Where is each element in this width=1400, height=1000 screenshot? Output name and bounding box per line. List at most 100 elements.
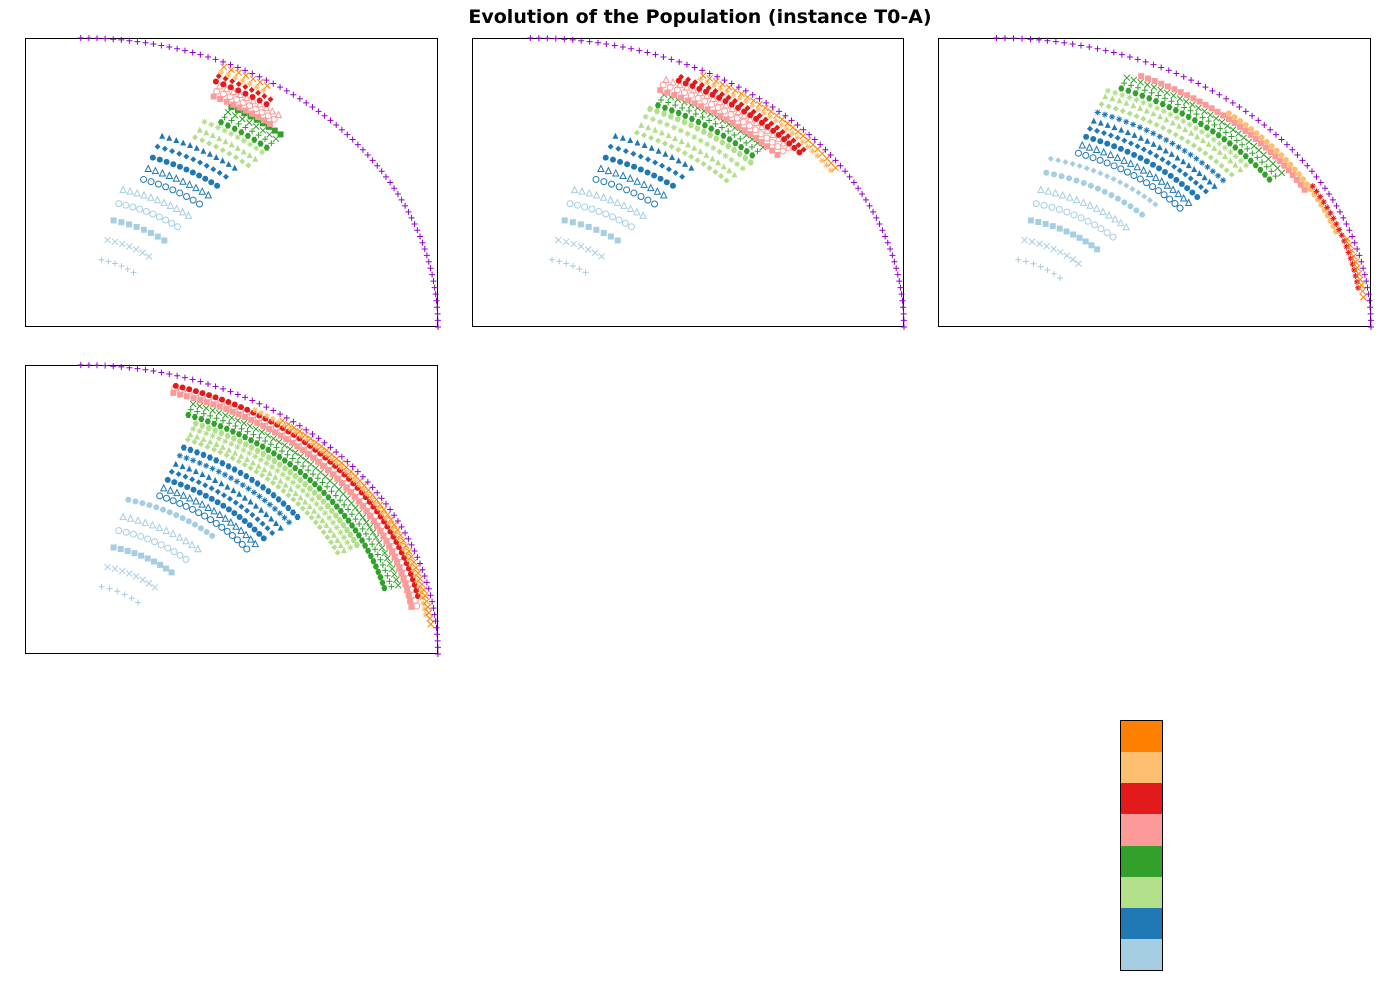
- pareto-front-point: [683, 61, 690, 68]
- population-point: [1114, 134, 1121, 141]
- population-point: [651, 172, 658, 179]
- population-point: [242, 414, 249, 421]
- population-point: [1130, 121, 1137, 128]
- population-point: [1105, 211, 1113, 219]
- population-point: [1153, 98, 1160, 105]
- pareto-front-point: [263, 404, 270, 411]
- pareto-front-point: [359, 146, 366, 153]
- population-point: [249, 93, 256, 100]
- population-point: [219, 147, 226, 154]
- population-point: [271, 505, 278, 512]
- population-point: [710, 82, 717, 89]
- population-point: [671, 124, 678, 131]
- population-point: [628, 223, 636, 231]
- population-point: [347, 544, 354, 551]
- population-point: [317, 468, 325, 476]
- population-point: [377, 556, 384, 563]
- population-point: [1048, 203, 1056, 211]
- population-point: [1051, 188, 1060, 197]
- population-point: [239, 99, 247, 107]
- population-point: [124, 265, 131, 272]
- population-point: [1043, 242, 1051, 250]
- population-point: [772, 117, 779, 124]
- population-point: [725, 128, 732, 135]
- population-point: [190, 156, 197, 163]
- population-point: [138, 552, 145, 559]
- population-point: [1105, 103, 1112, 110]
- population-point: [401, 554, 408, 561]
- population-point: [380, 533, 387, 540]
- pareto-front-point: [227, 388, 234, 395]
- population-point: [228, 117, 235, 124]
- population-point: [672, 135, 679, 142]
- pareto-front-point: [321, 112, 328, 119]
- population-point: [348, 511, 355, 518]
- population-point: [230, 487, 237, 494]
- pareto-front-point: [431, 611, 438, 618]
- population-point: [255, 99, 264, 108]
- pareto-front-point: [603, 41, 610, 48]
- population-point: [1139, 92, 1146, 99]
- population-point: [774, 134, 782, 143]
- pareto-front-point: [283, 87, 290, 94]
- population-point: [1182, 171, 1189, 178]
- population-point: [599, 193, 608, 201]
- population-point: [337, 508, 344, 515]
- population-point: [704, 141, 711, 148]
- population-point: [203, 162, 210, 169]
- population-point: [199, 422, 206, 429]
- population-point: [622, 148, 629, 155]
- pareto-front-point: [879, 227, 886, 234]
- population-point: [246, 450, 253, 457]
- population-point: [719, 91, 726, 98]
- population-point: [211, 446, 218, 453]
- pareto-front-point: [1317, 179, 1324, 186]
- population-point: [1168, 150, 1175, 157]
- population-point: [647, 183, 655, 192]
- population-point: [1044, 187, 1053, 195]
- population-point: [169, 148, 176, 155]
- population-point: [1291, 166, 1298, 173]
- population-point: [763, 134, 771, 142]
- pareto-front-point: [728, 80, 735, 87]
- population-point: [577, 221, 584, 228]
- population-point: [1057, 274, 1064, 281]
- population-point: [1101, 111, 1108, 118]
- population-point: [378, 544, 386, 552]
- population-point: [169, 186, 177, 194]
- population-point: [203, 528, 210, 535]
- population-point: [678, 138, 685, 145]
- population-point: [168, 219, 176, 227]
- pareto-front-point: [315, 435, 322, 442]
- pareto-front-point: [220, 58, 227, 65]
- population-point: [128, 595, 135, 602]
- pareto-front-point: [1267, 126, 1274, 133]
- population-point: [224, 108, 232, 116]
- pareto-front-point: [435, 651, 441, 657]
- population-point: [197, 159, 204, 166]
- population-point: [1202, 150, 1209, 157]
- population-point: [207, 438, 214, 445]
- population-point: [208, 485, 215, 492]
- pareto-front-point: [1349, 233, 1356, 240]
- population-point: [154, 180, 162, 188]
- population-point: [188, 505, 196, 513]
- population-point: [1099, 147, 1108, 156]
- population-point: [323, 447, 331, 454]
- population-point: [182, 536, 190, 545]
- population-point: [287, 485, 294, 492]
- pareto-front-point: [1044, 37, 1051, 44]
- population-point: [282, 481, 289, 488]
- population-point: [1232, 144, 1239, 151]
- pareto-front-point: [434, 637, 441, 644]
- population-point: [410, 558, 418, 566]
- population-point: [277, 524, 284, 531]
- population-point: [343, 484, 350, 491]
- population-point: [657, 118, 664, 125]
- population-point: [621, 219, 629, 227]
- population-point: [1205, 118, 1212, 125]
- pareto-front-point: [303, 99, 310, 106]
- population-point: [687, 122, 694, 129]
- population-point: [217, 96, 224, 103]
- population-point: [249, 128, 256, 135]
